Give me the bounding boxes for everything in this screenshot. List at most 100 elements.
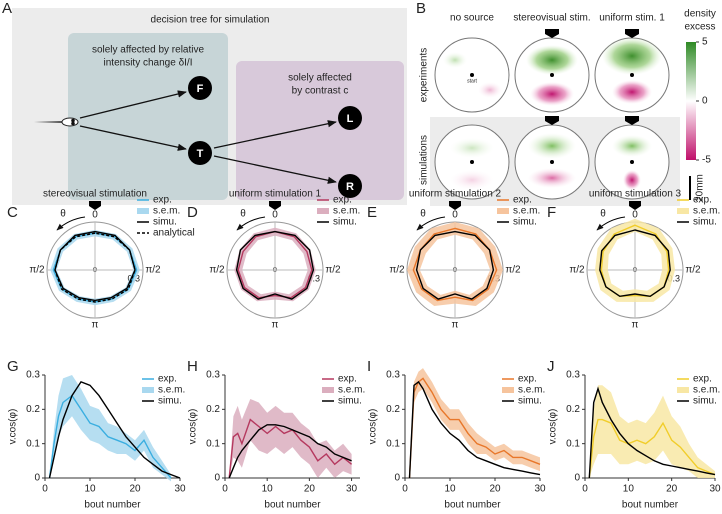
x-tick-label: 10 [444, 484, 456, 495]
legend-label: exp. [338, 374, 357, 385]
legend-label: s.e.m. [338, 385, 365, 396]
panel-label: E [367, 204, 377, 221]
chart-title: uniform stimulation 2 [409, 189, 502, 200]
fish-icon [34, 117, 79, 127]
theta-tick-label: π/2 [29, 265, 45, 276]
y-tick-label: 0.1 [386, 438, 400, 449]
legend-label: exp. [693, 374, 712, 385]
x-tick-label: 10 [262, 484, 274, 495]
legend-label: s.e.m. [693, 206, 720, 217]
region-text: solely affected [288, 73, 352, 84]
y-axis-label: v.cos(φ) [368, 409, 379, 445]
y-tick-label: 0.3 [566, 370, 580, 381]
direction-arrow [596, 216, 626, 231]
column-title: stereovisual stim. [513, 13, 590, 24]
x-axis-label: bout number [622, 500, 679, 511]
theta-tick-label: π [452, 320, 459, 331]
theta-label: θ [420, 209, 426, 220]
scale-label: 20mm [695, 174, 706, 202]
colorbar-tick-label: 5 [702, 37, 708, 48]
series-line [588, 418, 716, 479]
series-line [235, 230, 315, 300]
node-label: L [347, 113, 354, 125]
legend-label: simu. [333, 217, 357, 228]
start-label: start [467, 78, 477, 84]
theta-tick-label: 0 [272, 210, 278, 221]
y-axis-label: v.cos(φ) [548, 409, 559, 445]
density-map [514, 29, 590, 113]
node-label: R [346, 181, 354, 193]
direction-arrow [236, 216, 266, 231]
series-line [600, 224, 670, 298]
row-title: experiments [419, 48, 430, 102]
y-tick-label: 0.3 [206, 370, 220, 381]
density-map [514, 116, 590, 200]
series-line [54, 230, 136, 302]
column-title: uniform stim. 1 [599, 13, 665, 24]
y-tick-label: 0.1 [26, 438, 40, 449]
y-tick-label: 0.2 [566, 404, 580, 415]
legend-swatch [677, 208, 689, 214]
density-map [594, 116, 670, 200]
theta-tick-label: π/2 [505, 265, 521, 276]
legend-label: exp. [333, 195, 352, 206]
source-marker [89, 201, 101, 210]
x-tick-label: 30 [709, 484, 721, 495]
region-text: by contrast c [292, 86, 349, 97]
legend-swatch [137, 208, 149, 214]
x-tick-label: 0 [582, 484, 588, 495]
theta-tick-label: 0 [452, 210, 458, 221]
x-tick-label: 30 [534, 484, 546, 495]
y-tick-label: 0 [214, 473, 220, 484]
series-line [48, 381, 181, 479]
y-tick-label: 0 [34, 473, 40, 484]
panel-label: H [187, 358, 198, 375]
y-tick-label: 0.1 [206, 438, 220, 449]
series-line [408, 377, 541, 479]
legend-label: simu. [513, 217, 537, 228]
colorbar-tick-label: -5 [702, 155, 711, 166]
arrow [213, 155, 337, 184]
x-tick-label: 20 [489, 484, 501, 495]
direction-arrow [56, 216, 86, 231]
region-text: solely affected by relative [92, 45, 205, 56]
y-axis-label: v.cos(φ) [188, 409, 199, 445]
theta-tick-label: 0 [632, 210, 638, 221]
legend-label: exp. [153, 195, 172, 206]
chart-title: uniform stimulation 1 [229, 189, 322, 200]
density-map [434, 124, 510, 200]
legend-label: exp. [158, 374, 177, 385]
chart-title: stereovisual stimulation [43, 189, 147, 200]
colorbar-title: excess [684, 22, 715, 33]
legend-label: exp. [513, 195, 532, 206]
legend-label: s.e.m. [158, 385, 185, 396]
x-axis-label: bout number [444, 500, 501, 511]
y-tick-label: 0 [574, 473, 580, 484]
legend-label: simu. [693, 217, 717, 228]
sem-band [409, 368, 540, 478]
source-marker [449, 201, 461, 210]
legend-swatch [497, 208, 509, 214]
legend-label: simu. [158, 396, 182, 407]
panel-label: I [367, 358, 371, 375]
y-tick-label: 0.1 [566, 438, 580, 449]
series-line [408, 380, 541, 479]
row-title: simulations [419, 135, 430, 185]
arrow [79, 90, 187, 119]
panel-label: F [547, 204, 556, 221]
theta-tick-label: 0 [92, 210, 98, 221]
source-marker [269, 201, 281, 210]
density-map: start [434, 37, 510, 113]
r-tick-label: 0.3 [307, 273, 320, 283]
sem-band [229, 399, 352, 478]
diagram-title: decision tree for simulation [151, 15, 270, 26]
sem-band [49, 375, 171, 482]
sem-band [595, 218, 675, 302]
sem-band [407, 222, 503, 306]
theta-tick-label: π/2 [569, 265, 585, 276]
arrow [79, 125, 187, 151]
legend-label: exp. [518, 374, 537, 385]
series-line [588, 386, 716, 479]
theta-tick-label: π [632, 320, 639, 331]
x-tick-label: 0 [222, 484, 228, 495]
